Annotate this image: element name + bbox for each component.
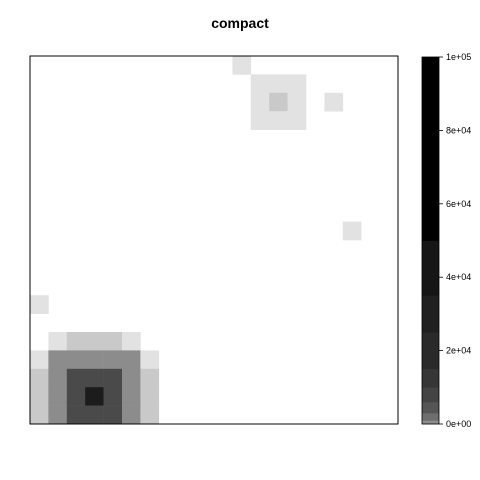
heatmap-cell — [232, 56, 252, 75]
chart-title: compact — [211, 15, 269, 31]
colorbar-tick-label: 6e+04 — [446, 199, 471, 209]
heatmap-cell — [269, 92, 288, 112]
heatmap-cell — [85, 387, 104, 406]
heatmap-cell — [122, 368, 141, 388]
colorbar-tick-label: 0e+00 — [446, 419, 471, 429]
colorbar-segment — [422, 240, 439, 296]
colorbar-frame — [421, 56, 440, 425]
heatmap-cell — [30, 350, 49, 370]
heatmap-cells — [30, 56, 362, 425]
heatmap-cell — [30, 368, 49, 388]
heatmap-cell — [140, 368, 160, 388]
heatmap-cell — [140, 387, 160, 406]
colorbar-tick-label: 1e+05 — [446, 52, 471, 62]
heatmap-cell — [103, 387, 123, 406]
colorbar-segment — [422, 332, 439, 370]
heatmap-cell — [140, 350, 160, 370]
heatmap-cell — [103, 350, 123, 370]
colorbar-tick-label: 4e+04 — [446, 272, 471, 282]
heatmap-cell — [287, 92, 307, 112]
colorbar-segment — [422, 412, 439, 421]
heatmap-cell — [250, 92, 270, 112]
colorbar-segment — [422, 420, 439, 425]
heatmap-cell — [85, 332, 104, 351]
heatmap-cell — [66, 368, 86, 388]
heatmap-cell — [85, 350, 104, 370]
heatmap-cell — [140, 405, 160, 425]
heatmap-cell — [48, 332, 68, 351]
heatmap-cell — [342, 221, 362, 241]
colorbar — [422, 57, 439, 425]
heatmap-cell — [122, 405, 141, 425]
heatmap-cell — [269, 74, 288, 94]
heatmap-cell — [85, 405, 104, 425]
heatmap-cell — [48, 387, 68, 406]
plot-frame — [29, 55, 399, 425]
colorbar-segment — [422, 387, 439, 403]
heatmap-cell — [66, 332, 86, 351]
heatmap-cell — [48, 350, 68, 370]
heatmap-cell — [30, 295, 49, 314]
heatmap-cell — [30, 387, 49, 406]
heatmap-cell — [48, 405, 68, 425]
heatmap-cell — [122, 332, 141, 351]
heatmap-cell — [30, 405, 49, 425]
heatmap-cell — [324, 92, 344, 112]
heatmap-cell — [250, 111, 270, 130]
colorbar-segment — [422, 368, 439, 388]
heatmap-cell — [48, 368, 68, 388]
heatmap-cell — [269, 111, 288, 130]
heatmap-cell — [103, 405, 123, 425]
colorbar-segment — [422, 295, 439, 333]
heatmap-cell — [287, 74, 307, 94]
heatmap-cell — [66, 387, 86, 406]
colorbar-tick-label: 2e+04 — [446, 346, 471, 356]
heatmap-cell — [85, 368, 104, 388]
heatmap-cell — [122, 387, 141, 406]
colorbar-segment — [422, 401, 439, 414]
heatmap-cell — [122, 350, 141, 370]
colorbar-tick-label: 8e+04 — [446, 125, 471, 135]
heatmap-cell — [103, 368, 123, 388]
heatmap-cell — [103, 332, 123, 351]
heatmap-cell — [250, 74, 270, 94]
heatmap-cell — [287, 111, 307, 130]
colorbar-ticks: 0e+00 2e+04 4e+04 6e+04 8e+04 1e+05 — [439, 52, 471, 429]
heatmap-cell — [66, 350, 86, 370]
heatmap-cell — [66, 405, 86, 425]
colorbar-segment — [422, 57, 439, 241]
